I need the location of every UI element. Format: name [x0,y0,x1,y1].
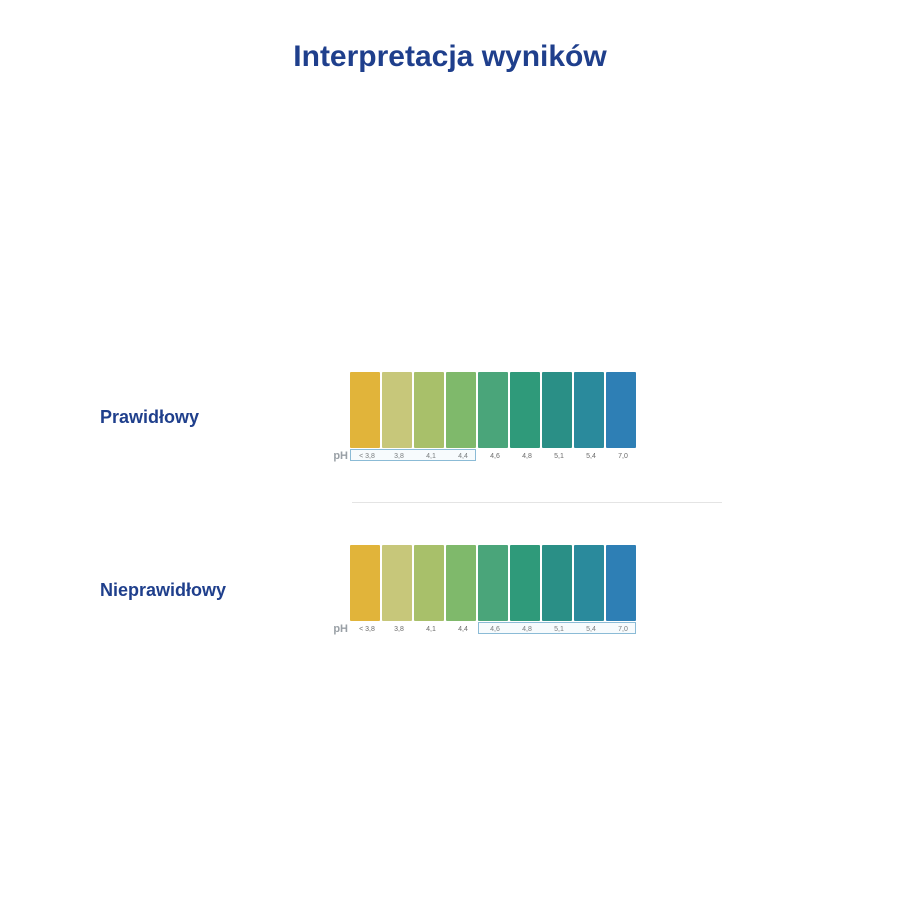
ph-value-label: 4,8 [512,453,542,460]
ph-bar [606,372,636,448]
ph-bar [574,545,604,621]
ph-value-label: < 3,8 [352,626,382,633]
ph-highlight-box [350,449,476,461]
divider [352,502,722,503]
ph-bar [414,545,444,621]
ph-highlight-box [478,622,636,634]
page: Interpretacja wyników PrawidłowypH< 3,83… [0,0,900,900]
ph-value-label: 4,4 [448,626,478,633]
ph-bars [350,372,638,448]
ph-axis-label: pH [328,450,348,462]
ph-value-label: 5,4 [576,453,606,460]
ph-bar [574,372,604,448]
scale-area-correct: pH< 3,83,84,14,44,64,85,15,47,0 [350,372,638,462]
ph-bar [510,372,540,448]
page-title: Interpretacja wyników [0,0,900,74]
ph-bar [542,372,572,448]
ph-bar [478,545,508,621]
ph-bar [414,372,444,448]
scale-row-correct: PrawidłowypH< 3,83,84,14,44,64,85,15,47,… [0,372,900,462]
ph-bar [446,372,476,448]
ph-bar [446,545,476,621]
ph-bar [382,372,412,448]
ph-bars [350,545,638,621]
ph-bar [350,545,380,621]
scale-area-incorrect: pH< 3,83,84,14,44,64,85,15,47,0 [350,545,638,635]
ph-bar [542,545,572,621]
ph-value-label: 7,0 [608,453,638,460]
ph-value-label: 3,8 [384,626,414,633]
ph-value-label: 5,1 [544,453,574,460]
scale-label-correct: Prawidłowy [0,407,350,428]
scale-row-incorrect: NieprawidłowypH< 3,83,84,14,44,64,85,15,… [0,545,900,635]
ph-value-label: 4,6 [480,453,510,460]
ph-bar [382,545,412,621]
ph-value-label: 4,1 [416,626,446,633]
ph-bar [510,545,540,621]
ph-axis-label: pH [328,623,348,635]
ph-bar [350,372,380,448]
ph-bar [478,372,508,448]
ph-bar [606,545,636,621]
scale-label-incorrect: Nieprawidłowy [0,580,350,601]
